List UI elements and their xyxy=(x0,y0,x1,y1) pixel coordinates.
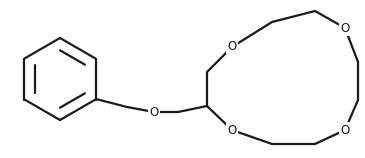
Text: O: O xyxy=(341,21,350,34)
Text: O: O xyxy=(227,124,237,137)
Text: O: O xyxy=(341,124,350,137)
Text: O: O xyxy=(227,40,237,54)
Text: O: O xyxy=(149,106,159,118)
